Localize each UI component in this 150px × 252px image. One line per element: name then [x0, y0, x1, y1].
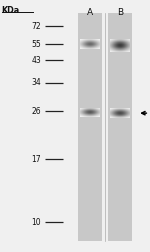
Bar: [78, 13, 102, 241]
Text: A: A: [87, 8, 93, 17]
Text: B: B: [117, 8, 123, 17]
Text: 10: 10: [32, 218, 41, 227]
Text: 72: 72: [32, 22, 41, 31]
Bar: [108, 13, 132, 241]
Text: 26: 26: [32, 107, 41, 116]
Text: 55: 55: [32, 40, 41, 49]
Text: 34: 34: [32, 78, 41, 87]
Text: 43: 43: [32, 56, 41, 65]
Text: KDa: KDa: [2, 6, 20, 15]
Text: 17: 17: [32, 155, 41, 164]
